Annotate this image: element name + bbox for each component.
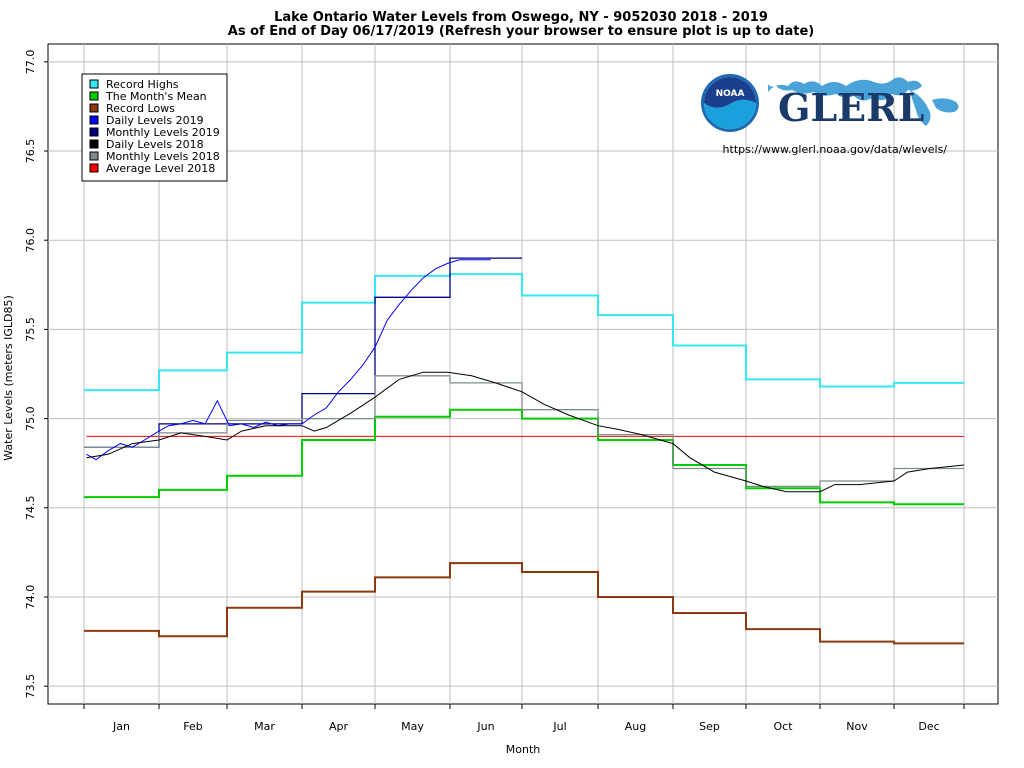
chart-title: Lake Ontario Water Levels from Oswego, N… (274, 10, 768, 25)
series-line-monthly_mean (84, 408, 964, 506)
legend-label: Daily Levels 2018 (106, 138, 204, 151)
legend-swatch (89, 151, 99, 161)
series-line-monthly_2018 (84, 375, 964, 488)
x-tick-label: Sep (699, 720, 720, 733)
glerl-logo-text: GLERL (778, 85, 924, 130)
y-tick-label: 75.0 (24, 406, 37, 431)
great-lakes-icon (768, 77, 922, 101)
x-tick-label: Dec (918, 720, 939, 733)
x-axis-title: Month (506, 743, 541, 756)
y-axis: 73.5 74.0 74.5 75.0 75.5 76.0 76.5 77.0 (24, 50, 48, 699)
chart-subtitle: As of End of Day 06/17/2019 (Refresh you… (228, 24, 814, 39)
x-tick-label: Apr (329, 720, 349, 733)
x-tick-label: Feb (183, 720, 202, 733)
series-line-record_lows (84, 562, 964, 645)
x-axis: Jan Feb Mar Apr May Jun Jul Aug Sep Oct Nov Dec (83, 704, 965, 733)
y-axis-title: Water Levels (meters IGLD85) (2, 295, 15, 461)
y-tick-label: 74.5 (24, 496, 37, 521)
y-tick-label: 76.0 (24, 228, 37, 253)
legend-swatch (89, 139, 99, 149)
legend-label: The Month's Mean (105, 90, 207, 103)
legend-swatch (89, 91, 99, 101)
glerl-logo: GLERL (768, 77, 959, 130)
legend-swatch (89, 127, 99, 137)
x-tick-label: May (401, 720, 424, 733)
source-url: https://www.glerl.noaa.gov/data/wlevels/ (723, 143, 948, 156)
legend-swatch (89, 115, 99, 125)
x-tick-label: Mar (254, 720, 275, 733)
legend-swatch (89, 79, 99, 89)
series-line-record_highs (84, 273, 964, 392)
legend-box (81, 73, 228, 182)
y-tick-label: 76.5 (24, 139, 37, 164)
series-group (84, 257, 965, 645)
legend-label: Record Highs (106, 78, 179, 91)
x-tick-label: Jun (476, 720, 494, 733)
legend-label: Monthly Levels 2018 (106, 150, 220, 163)
legend-label: Monthly Levels 2019 (106, 126, 220, 139)
legend-swatch (89, 103, 99, 113)
x-tick-label: Nov (846, 720, 868, 733)
series-line-daily_2019 (86, 259, 491, 461)
y-tick-label: 77.0 (24, 50, 37, 75)
x-tick-label: Jul (552, 720, 566, 733)
x-tick-label: Jan (112, 720, 130, 733)
legend-label: Average Level 2018 (106, 162, 215, 175)
legend-label: Daily Levels 2019 (106, 114, 204, 127)
x-tick-label: Oct (773, 720, 793, 733)
noaa-logo: NOAA (701, 74, 759, 132)
x-tick-label: Aug (625, 720, 646, 733)
plot-frame (47, 43, 999, 705)
series-line-daily_2018 (86, 371, 965, 493)
y-tick-label: 75.5 (24, 317, 37, 342)
y-tick-label: 74.0 (24, 585, 37, 610)
legend-swatch (89, 163, 99, 173)
legend-label: Record Lows (106, 102, 175, 115)
noaa-logo-text: NOAA (716, 89, 745, 99)
y-tick-label: 73.5 (24, 674, 37, 699)
